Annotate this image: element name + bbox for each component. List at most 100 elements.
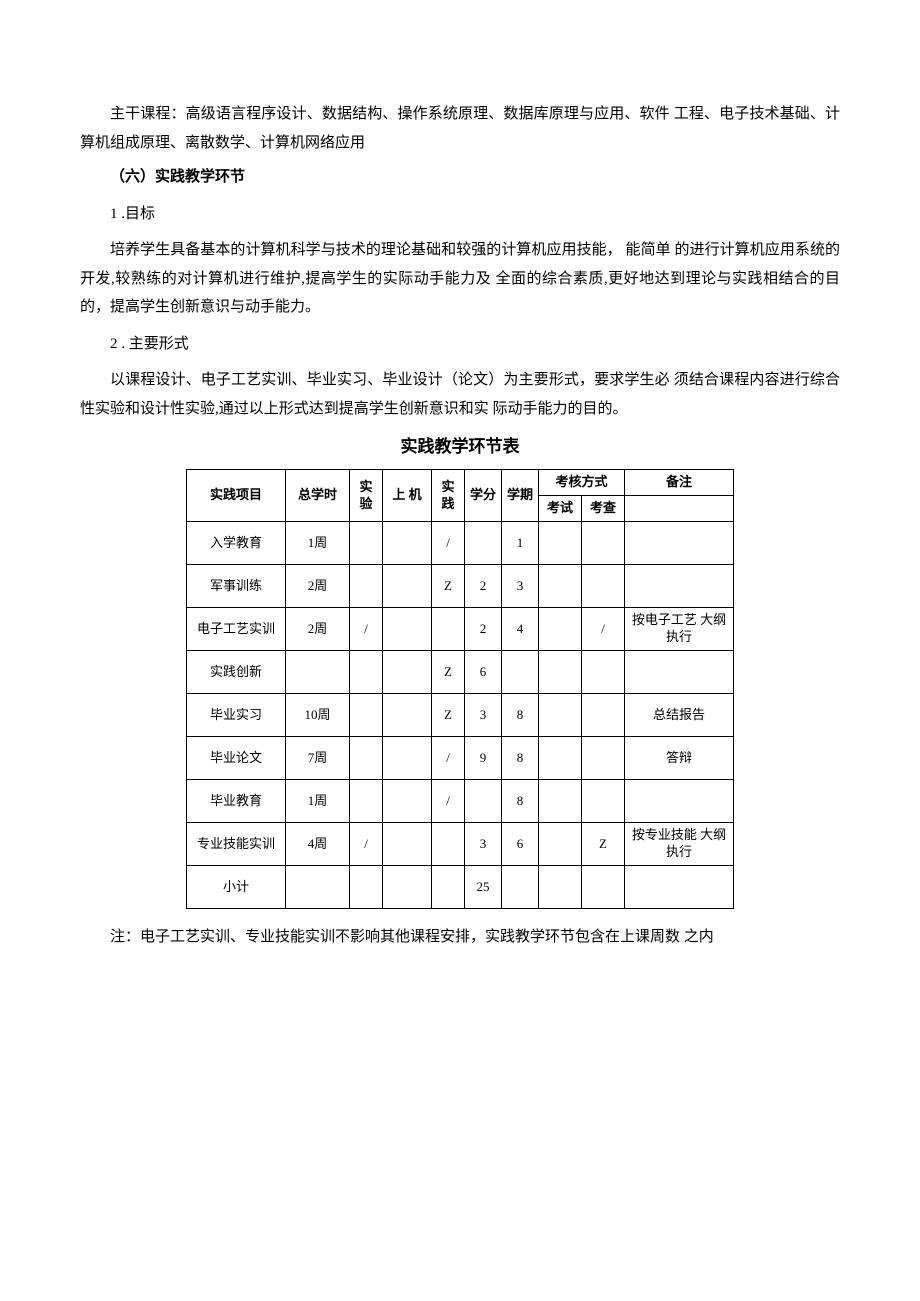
cell-comp [383, 522, 432, 565]
cell-exp [350, 694, 383, 737]
cell-term: 6 [502, 823, 539, 866]
cell-comp [383, 651, 432, 694]
cell-term [502, 651, 539, 694]
cell-term [502, 866, 539, 909]
cell-check [582, 651, 625, 694]
cell-check: Z [582, 823, 625, 866]
th-project: 实践项目 [187, 470, 286, 522]
table-header-row-1: 实践项目 总学时 实验 上 机 实践 学分 学期 考核方式 备注 [187, 470, 734, 496]
cell-remark: 按电子工艺 大纲执行 [625, 608, 734, 651]
th-exam: 考试 [539, 496, 582, 522]
cell-term: 8 [502, 694, 539, 737]
th-remark: 备注 [625, 470, 734, 496]
cell-credit [465, 780, 502, 823]
cell-prac [432, 866, 465, 909]
cell-remark [625, 651, 734, 694]
cell-credit: 6 [465, 651, 502, 694]
table-row: 毕业实习10周Z38总结报告 [187, 694, 734, 737]
cell-credit: 2 [465, 608, 502, 651]
th-assess: 考核方式 [539, 470, 625, 496]
cell-project: 实践创新 [187, 651, 286, 694]
cell-hours: 7周 [286, 737, 350, 780]
cell-exp [350, 651, 383, 694]
table-row: 毕业论文7周 /98 答辩 [187, 737, 734, 780]
cell-comp [383, 780, 432, 823]
cell-prac [432, 823, 465, 866]
cell-term: 8 [502, 780, 539, 823]
cell-hours [286, 866, 350, 909]
cell-credit: 9 [465, 737, 502, 780]
cell-comp [383, 565, 432, 608]
cell-hours: 4周 [286, 823, 350, 866]
table-title: 实践教学环节表 [80, 431, 840, 463]
goal-text: 培养学生具备基本的计算机科学与技术的理论基础和较强的计算机应用技能， 能简单 的… [80, 236, 840, 322]
cell-check [582, 737, 625, 780]
cell-hours: 1周 [286, 780, 350, 823]
cell-comp [383, 866, 432, 909]
cell-exam [539, 737, 582, 780]
cell-check: / [582, 608, 625, 651]
cell-remark: 按专业技能 大纲执行 [625, 823, 734, 866]
cell-remark: 答辩 [625, 737, 734, 780]
cell-exp [350, 866, 383, 909]
cell-prac: Z [432, 565, 465, 608]
th-term: 学期 [502, 470, 539, 522]
cell-exam [539, 780, 582, 823]
cell-hours: 10周 [286, 694, 350, 737]
cell-exam [539, 651, 582, 694]
cell-exam [539, 565, 582, 608]
cell-term: 8 [502, 737, 539, 780]
cell-exp: / [350, 823, 383, 866]
cell-term: 1 [502, 522, 539, 565]
cell-exam [539, 608, 582, 651]
cell-comp [383, 737, 432, 780]
th-practice: 实践 [432, 470, 465, 522]
cell-exam [539, 823, 582, 866]
cell-remark [625, 522, 734, 565]
cell-hours: 2周 [286, 565, 350, 608]
cell-exam [539, 866, 582, 909]
table-row: 入学教育1周/1 [187, 522, 734, 565]
th-credit: 学分 [465, 470, 502, 522]
cell-check [582, 565, 625, 608]
cell-project: 毕业教育 [187, 780, 286, 823]
cell-prac: / [432, 522, 465, 565]
cell-hours [286, 651, 350, 694]
th-check: 考查 [582, 496, 625, 522]
cell-comp [383, 608, 432, 651]
cell-project: 入学教育 [187, 522, 286, 565]
cell-remark: 总结报告 [625, 694, 734, 737]
cell-term: 4 [502, 608, 539, 651]
intro-paragraph: 主干课程：高级语言程序设计、数据结构、操作系统原理、数据库原理与应用、软件 工程… [80, 100, 840, 157]
cell-credit: 2 [465, 565, 502, 608]
cell-exp [350, 737, 383, 780]
cell-exp: / [350, 608, 383, 651]
table-row: 电子工艺实训2周/24/按电子工艺 大纲执行 [187, 608, 734, 651]
cell-project: 毕业论文 [187, 737, 286, 780]
cell-project: 毕业实习 [187, 694, 286, 737]
cell-exp [350, 565, 383, 608]
cell-project: 小计 [187, 866, 286, 909]
form-text: 以课程设计、电子工艺实训、毕业实习、毕业设计（论文）为主要形式，要求学生必 须结… [80, 366, 840, 423]
cell-prac: / [432, 780, 465, 823]
th-hours: 总学时 [286, 470, 350, 522]
table-row: 专业技能实训4周/36Z按专业技能 大纲执行 [187, 823, 734, 866]
table-row: 军事训练2周Z23 [187, 565, 734, 608]
goal-number: 1 .目标 [80, 200, 840, 229]
table-row: 实践创新 Z6 [187, 651, 734, 694]
th-remark-blank [625, 496, 734, 522]
cell-check [582, 694, 625, 737]
cell-check [582, 866, 625, 909]
cell-check [582, 780, 625, 823]
cell-exp [350, 522, 383, 565]
cell-credit: 3 [465, 694, 502, 737]
cell-prac [432, 608, 465, 651]
cell-prac: / [432, 737, 465, 780]
cell-exp [350, 780, 383, 823]
form-number: 2 . 主要形式 [80, 330, 840, 359]
cell-prac: Z [432, 651, 465, 694]
table-row: 毕业教育1周 / 8 [187, 780, 734, 823]
cell-comp [383, 694, 432, 737]
cell-comp [383, 823, 432, 866]
cell-remark [625, 565, 734, 608]
